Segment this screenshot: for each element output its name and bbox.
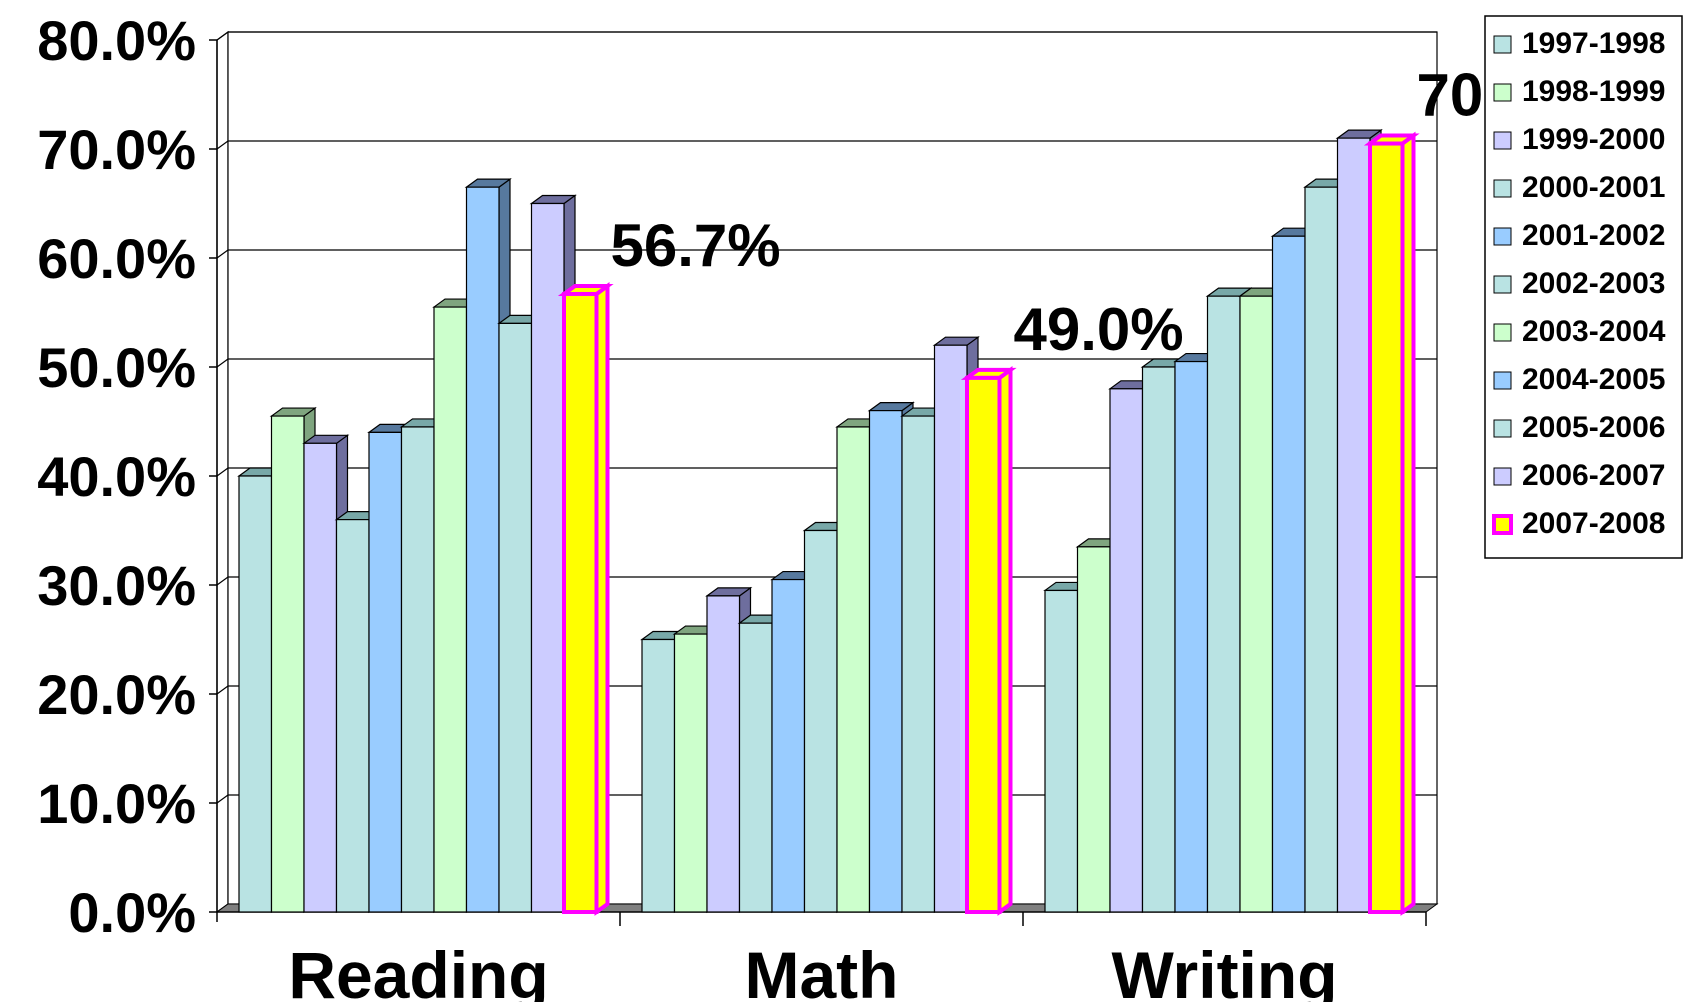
bar — [335, 518, 370, 913]
bar — [641, 638, 676, 913]
bar — [1141, 366, 1176, 913]
legend-swatch — [1493, 131, 1512, 150]
legend-label: 2003-2004 — [1522, 315, 1666, 348]
bar — [933, 344, 968, 913]
bar — [1336, 137, 1371, 913]
legend-swatch — [1493, 179, 1512, 198]
gridline-side — [216, 794, 229, 804]
bar — [530, 202, 565, 913]
y-axis-tick-labels: 0.0% 10.0% 20.0% 30.0% 40.0% 50.0% 60.0% 70.0% 8… — [37, 9, 196, 944]
bar — [498, 322, 533, 913]
bar — [673, 633, 708, 913]
bar — [1271, 235, 1306, 913]
bar — [400, 426, 435, 913]
gridline-side — [216, 31, 229, 41]
bars — [237, 128, 1420, 916]
bar — [901, 415, 936, 913]
bar — [270, 415, 305, 913]
legend-swatch — [1493, 275, 1512, 294]
legend-label: 2002-2003 — [1522, 267, 1665, 300]
legend-label: 1998-1999 — [1522, 75, 1665, 108]
bar — [303, 442, 338, 913]
x-category-label: Math — [745, 938, 899, 1002]
legend-swatch — [1493, 467, 1512, 486]
x-category-label: Writing — [1111, 938, 1337, 1002]
bar — [1076, 546, 1111, 913]
y-tick-label: 20.0% — [37, 663, 196, 726]
bar — [706, 595, 741, 913]
data-label: 49.0% — [1014, 296, 1184, 363]
bar — [771, 578, 806, 913]
legend-label: 1997-1998 — [1522, 27, 1665, 60]
legend-label: 2000-2001 — [1522, 171, 1665, 204]
legend-swatch — [1493, 83, 1512, 102]
legend-label: 2007-2008 — [1522, 507, 1665, 540]
bar — [836, 426, 871, 913]
bar — [465, 186, 500, 913]
legend-swatch — [1493, 227, 1512, 246]
legend-label: 2006-2007 — [1522, 459, 1665, 492]
legend-label: 2001-2002 — [1522, 219, 1665, 252]
x-axis-category-labels: Reading Math Writing — [288, 938, 1337, 1007]
bar — [965, 375, 1002, 914]
bar — [738, 622, 773, 913]
y-tick-label: 70.0% — [37, 118, 196, 181]
y-tick-label: 40.0% — [37, 445, 196, 508]
gridline-side — [216, 358, 229, 368]
gridline-side — [216, 576, 229, 586]
bar — [562, 291, 599, 915]
y-tick-label: 10.0% — [37, 772, 196, 835]
data-label: 56.7% — [611, 212, 781, 279]
y-tick-label: 60.0% — [37, 227, 196, 290]
legend-swatch — [1493, 371, 1512, 390]
bar — [1206, 295, 1241, 913]
bar — [368, 431, 403, 913]
bar — [1239, 295, 1274, 913]
y-tick-label: 80.0% — [37, 9, 196, 72]
x-category-label: Reading — [288, 938, 548, 1002]
legend-label: 2005-2006 — [1522, 411, 1665, 444]
legend-label: 1999-2000 — [1522, 123, 1665, 156]
legend-swatch — [1493, 323, 1512, 342]
legend: 1997-1998 1998-1999 1999-2000 2000-2001 2001… — [1484, 15, 1683, 559]
bar — [238, 475, 273, 913]
bar — [868, 410, 903, 913]
legend-label: 2004-2005 — [1522, 363, 1665, 396]
legend-swatch — [1492, 514, 1513, 535]
y-tick-label: 30.0% — [37, 554, 196, 617]
bar — [1304, 186, 1339, 913]
bar — [433, 306, 468, 913]
y-tick-label: 50.0% — [37, 336, 196, 399]
bar — [803, 529, 838, 913]
legend-swatch — [1493, 35, 1512, 54]
legend-swatch — [1493, 419, 1512, 438]
bar — [1044, 589, 1079, 913]
bar — [1368, 141, 1405, 915]
gridline-side — [216, 140, 229, 150]
legend-box — [1484, 15, 1683, 559]
gridline-side — [216, 467, 229, 477]
bar — [1109, 388, 1144, 913]
gridline-side — [216, 249, 229, 259]
gridline-side — [216, 685, 229, 695]
y-tick-label: 0.0% — [68, 881, 196, 944]
bar — [1174, 360, 1209, 913]
